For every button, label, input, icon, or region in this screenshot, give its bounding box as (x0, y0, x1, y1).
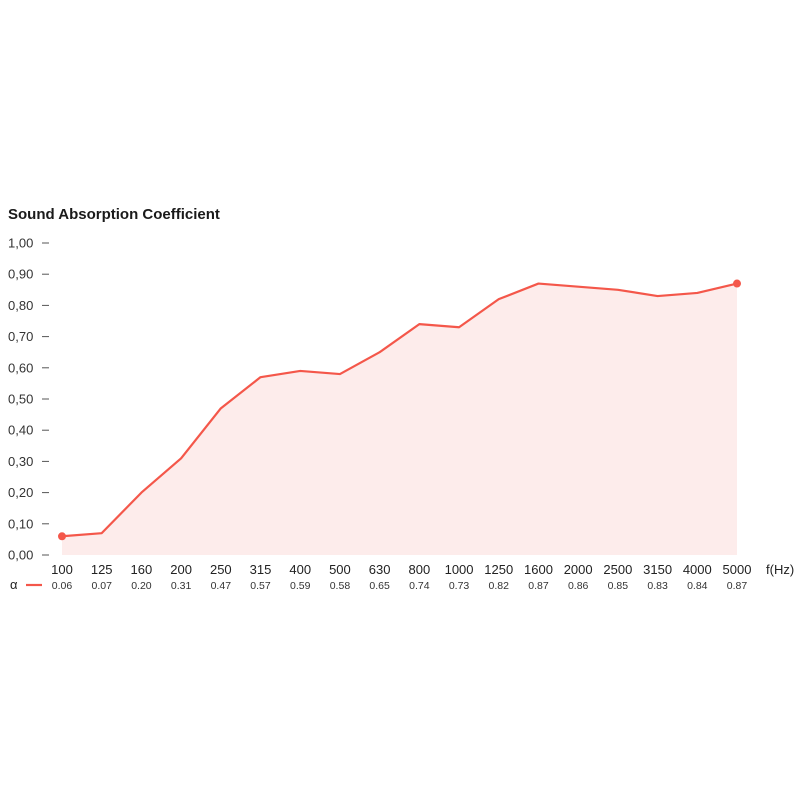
y-tick-label: 0,30 (8, 454, 33, 469)
endpoint-markers (58, 279, 741, 541)
x-tick-label: 500 (329, 562, 351, 577)
chart-title: Sound Absorption Coefficient (8, 206, 220, 223)
x-axis: 100 125 160 200 250 315 400 500 630 800 1000 1250 16… (51, 562, 751, 577)
y-axis: 0,00 0,10 0,20 0,30 0,40 0,50 0,60 0,70 0,80 0,90… (8, 236, 49, 563)
y-tick-label: 0,20 (8, 485, 33, 500)
value-label: 0.47 (211, 580, 232, 592)
legend-series-name: α (10, 577, 18, 592)
y-tick-label: 0,80 (8, 298, 33, 313)
value-label: 0.73 (449, 580, 470, 592)
value-label: 0.87 (528, 580, 549, 592)
endpoint-marker (58, 532, 66, 541)
x-tick-label: 315 (250, 562, 272, 577)
value-label: 0.82 (489, 580, 510, 592)
endpoint-marker (733, 279, 741, 288)
series-line (61, 282, 738, 538)
x-tick-label: 1000 (445, 562, 474, 577)
x-tick-label: 400 (289, 562, 311, 577)
area-fill (62, 283, 737, 555)
x-tick-label: 250 (210, 562, 232, 577)
value-label: 0.20 (131, 580, 152, 592)
x-tick-label: 2000 (564, 562, 593, 577)
x-tick-label: 2500 (603, 562, 632, 577)
value-labels: 0.06 0.07 0.20 0.31 0.47 0.57 0.59 0.58 0.65 0.74… (52, 580, 748, 592)
x-axis-label: f(Hz) (766, 562, 794, 577)
value-label: 0.83 (647, 580, 668, 592)
value-label: 0.85 (608, 580, 629, 592)
x-tick-label: 5000 (723, 562, 752, 577)
y-tick-label: 0,10 (8, 516, 33, 531)
x-tick-label: 100 (51, 562, 73, 577)
value-label: 0.58 (330, 580, 351, 592)
x-tick-label: 4000 (683, 562, 712, 577)
y-tick-label: 1,00 (8, 236, 33, 251)
value-label: 0.87 (727, 580, 748, 592)
x-tick-label: 800 (409, 562, 431, 577)
value-label: 0.57 (250, 580, 271, 592)
x-tick-label: 1250 (484, 562, 513, 577)
x-tick-label: 125 (91, 562, 113, 577)
x-tick-label: 3150 (643, 562, 672, 577)
value-label: 0.31 (171, 580, 192, 592)
value-label: 0.86 (568, 580, 589, 592)
value-label: 0.84 (687, 580, 708, 592)
y-tick-label: 0,60 (8, 360, 33, 375)
x-tick-label: 1600 (524, 562, 553, 577)
value-label: 0.74 (409, 580, 430, 592)
x-tick-label: 160 (131, 562, 153, 577)
x-tick-label: 630 (369, 562, 391, 577)
y-tick-label: 0,50 (8, 392, 33, 407)
x-tick-label: 200 (170, 562, 192, 577)
y-tick-label: 0,00 (8, 548, 33, 563)
value-label: 0.65 (369, 580, 390, 592)
legend: α (10, 577, 42, 592)
y-tick-label: 0,40 (8, 423, 33, 438)
y-tick-label: 0,70 (8, 329, 33, 344)
y-tick-label: 0,90 (8, 267, 33, 282)
value-label: 0.07 (91, 580, 112, 592)
value-label: 0.06 (52, 580, 73, 592)
value-label: 0.59 (290, 580, 311, 592)
